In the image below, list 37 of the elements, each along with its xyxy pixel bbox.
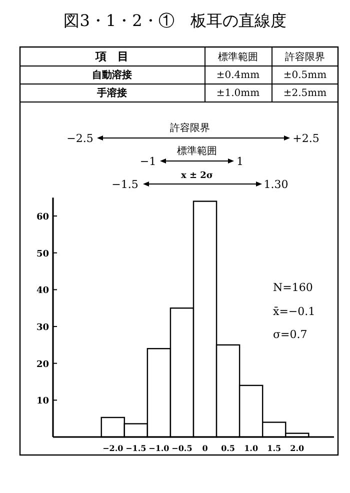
x-tick-label: −1.0 (148, 443, 170, 453)
text: ±1.0mm (216, 88, 260, 99)
text: 許容限界 (285, 51, 325, 63)
x-tick-label: −2.0 (102, 443, 124, 453)
x-tick-label: 0.5 (221, 443, 236, 453)
text: −2.5 (66, 132, 94, 145)
text: 自動溶接 (92, 69, 132, 81)
text: 標準範囲 (218, 51, 258, 63)
x-tick-label: 0 (202, 443, 208, 453)
text: 許容限界 (170, 122, 210, 134)
text: 標準範囲 (177, 145, 217, 157)
annotation: x̄=−0.1 (273, 305, 316, 318)
y-tick-label: 20 (36, 360, 49, 370)
text: −1.5 (112, 178, 138, 191)
text: 1.30 (264, 178, 288, 191)
y-tick-label: 50 (36, 249, 49, 260)
x-tick-label: −1.5 (126, 443, 146, 453)
text: ±0.4mm (216, 70, 260, 81)
text: −1 (140, 155, 156, 168)
annotation: N=160 (273, 281, 313, 294)
x-tick-label: 1.0 (244, 443, 258, 453)
y-tick-label: 10 (36, 396, 49, 407)
y-tick-label: 60 (36, 212, 49, 223)
text: ±0.5mm (283, 70, 328, 81)
annotation: σ=0.7 (273, 328, 308, 341)
x-tick-label: 2.0 (290, 443, 305, 453)
text: x ± 2σ (180, 171, 214, 181)
text: 項 目 (94, 50, 128, 63)
text: ±2.5mm (283, 88, 328, 99)
x-tick-label: 1.5 (267, 443, 282, 453)
x-tick-label: −0.5 (172, 443, 192, 453)
text: 手溶接 (96, 87, 127, 99)
y-tick-label: 30 (36, 323, 49, 334)
text: 1 (236, 155, 244, 168)
y-tick-label: 40 (36, 286, 49, 296)
text: +2.5 (292, 132, 320, 145)
chart-title: 図3・1・2・① 板耳の直線度 (64, 11, 286, 30)
